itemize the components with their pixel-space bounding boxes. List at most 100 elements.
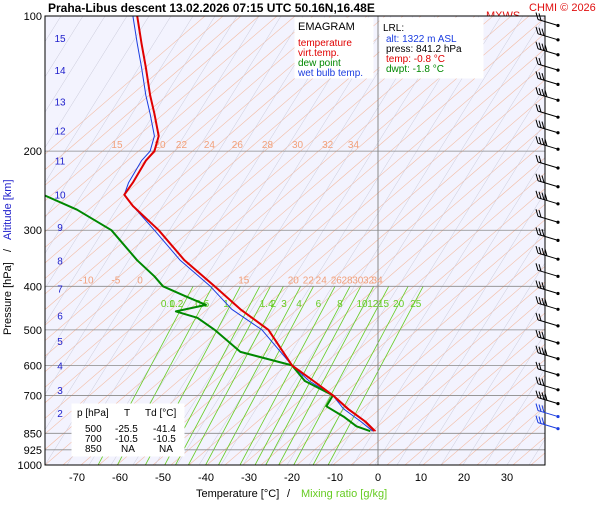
pressure-tick-label: 1000 [18,460,42,472]
wind-barb-shaft [537,368,559,376]
table-header-td: Td [°C] [145,408,176,419]
wind-barb-feather [538,57,542,66]
wind-barb [535,209,560,224]
wind-barb-feather [538,416,542,424]
isotherm-label: 15 [111,140,123,151]
x-axis-title-temperature: Temperature [°C] [196,488,279,500]
table-row-500-p: 500 [85,424,102,435]
mixing-ratio-label: 12 [367,299,379,310]
wind-barb-shaft [537,77,559,85]
temperature-tick-label: -30 [241,472,257,484]
wind-barb-dot [556,291,560,296]
wind-barb-dot [556,202,560,206]
wind-barb-shaft [537,302,559,310]
wind-barb-feather [535,263,539,271]
wind-barb-shaft [537,319,559,327]
wind-barb-dot [556,324,560,328]
mixing-ratio-line [239,286,336,465]
mixing-ratio-line [175,286,271,465]
mixing-ratio-line [218,286,314,465]
isotherm-label: 22 [176,140,188,151]
temperature-tick-label: -50 [155,472,171,484]
wind-barb [535,390,560,406]
wind-barb-shaft [537,233,559,241]
dry-adiabat [98,79,545,465]
y-axis-title-pressure: Pressure [hPa] [2,262,14,335]
wind-barb-feather [541,175,545,183]
lrl-alt: alt: 1322 m ASL [386,34,457,45]
isotherm-diagonal [45,16,150,184]
wind-barb-feather [538,120,542,128]
wind-barb-feather [535,26,539,34]
lrl-press: press: 841.2 hPa [386,44,462,55]
wind-barb-feather [541,282,545,290]
wind-barb-feather [538,377,542,385]
wind-barb [535,26,560,42]
wind-barb-feather [538,228,542,236]
wind-barb-shaft [537,197,559,205]
table-row-850-t: NA [121,444,135,455]
wind-barb-feather [538,281,542,289]
wind-barb [535,71,560,86]
legend-item-dew-point: dew point [298,58,341,69]
dry-adiabat [440,374,545,465]
wind-barb-feather [538,297,542,305]
wind-barb-feather [538,27,542,35]
dry-adiabat [278,234,545,465]
wind-barb-shaft [537,63,559,71]
mixing-ratio-line [278,286,375,465]
temperature-tick-label: 10 [415,472,427,484]
wind-barb [535,87,560,102]
wind-barb-feather [535,415,539,423]
x-axis-title-separator: / [287,488,291,500]
wind-barb-dot [556,185,560,189]
isotherm-diagonal [462,333,545,465]
wind-barb-feather [541,121,545,129]
isotherm-diagonal [45,16,172,219]
isotherm-label: 15 [238,275,250,286]
isotherm-diagonal [45,16,194,254]
wind-barb [535,263,560,278]
dry-adiabat [62,48,545,465]
wind-barb-dot [556,23,560,28]
isotherm-diagonals [45,16,545,465]
mixing-ratio-label: 3 [281,299,287,310]
wind-barb-shaft [537,93,559,101]
mixing-ratio-line [188,286,284,465]
wind-barb-feather [538,13,542,21]
mixing-ratio-line [265,286,362,465]
wind-barb-dot [556,373,560,377]
dry-adiabat [45,16,350,279]
wind-barb-feather [541,331,545,339]
isotherm-diagonal [418,262,545,465]
wind-barb-dot [556,341,560,345]
wind-barb-shaft [537,410,559,418]
isotherm-label: 32 [363,275,375,286]
wind-barb-feather [538,155,542,164]
wind-barb-feather [541,88,545,97]
wind-barb [535,119,560,135]
wind-barb-feather [538,246,542,255]
mixing-ratio-label: 6 [316,299,322,310]
dry-adiabat [116,95,545,465]
y-axis-title: Pressure [hPa] / Altitude [km] [2,179,14,335]
isotherm-diagonal [176,16,458,465]
wind-barb-shaft [537,352,559,360]
wind-barb-feather [535,312,539,321]
wind-barb-feather [541,28,545,36]
temperature-tick-label: 0 [375,472,381,484]
mixing-ratio-line [312,286,409,465]
isotherm-diagonal [45,16,238,325]
wind-barb-dot [556,38,560,42]
wind-barb-dot [556,274,560,278]
wind-barb-shaft [537,269,559,277]
wind-barb-feather [535,136,539,144]
dry-adiabat [45,32,545,465]
altitude-tick-labels: 2 3 4 5 6 7 8 9 10 11 12 13 14 15 [54,34,66,420]
wind-barb-feather [541,378,545,386]
pressure-tick-label: 925 [24,445,42,457]
dry-adiabat [45,16,494,404]
wind-barb-dot [556,307,560,311]
wind-barb-feather [535,71,539,79]
